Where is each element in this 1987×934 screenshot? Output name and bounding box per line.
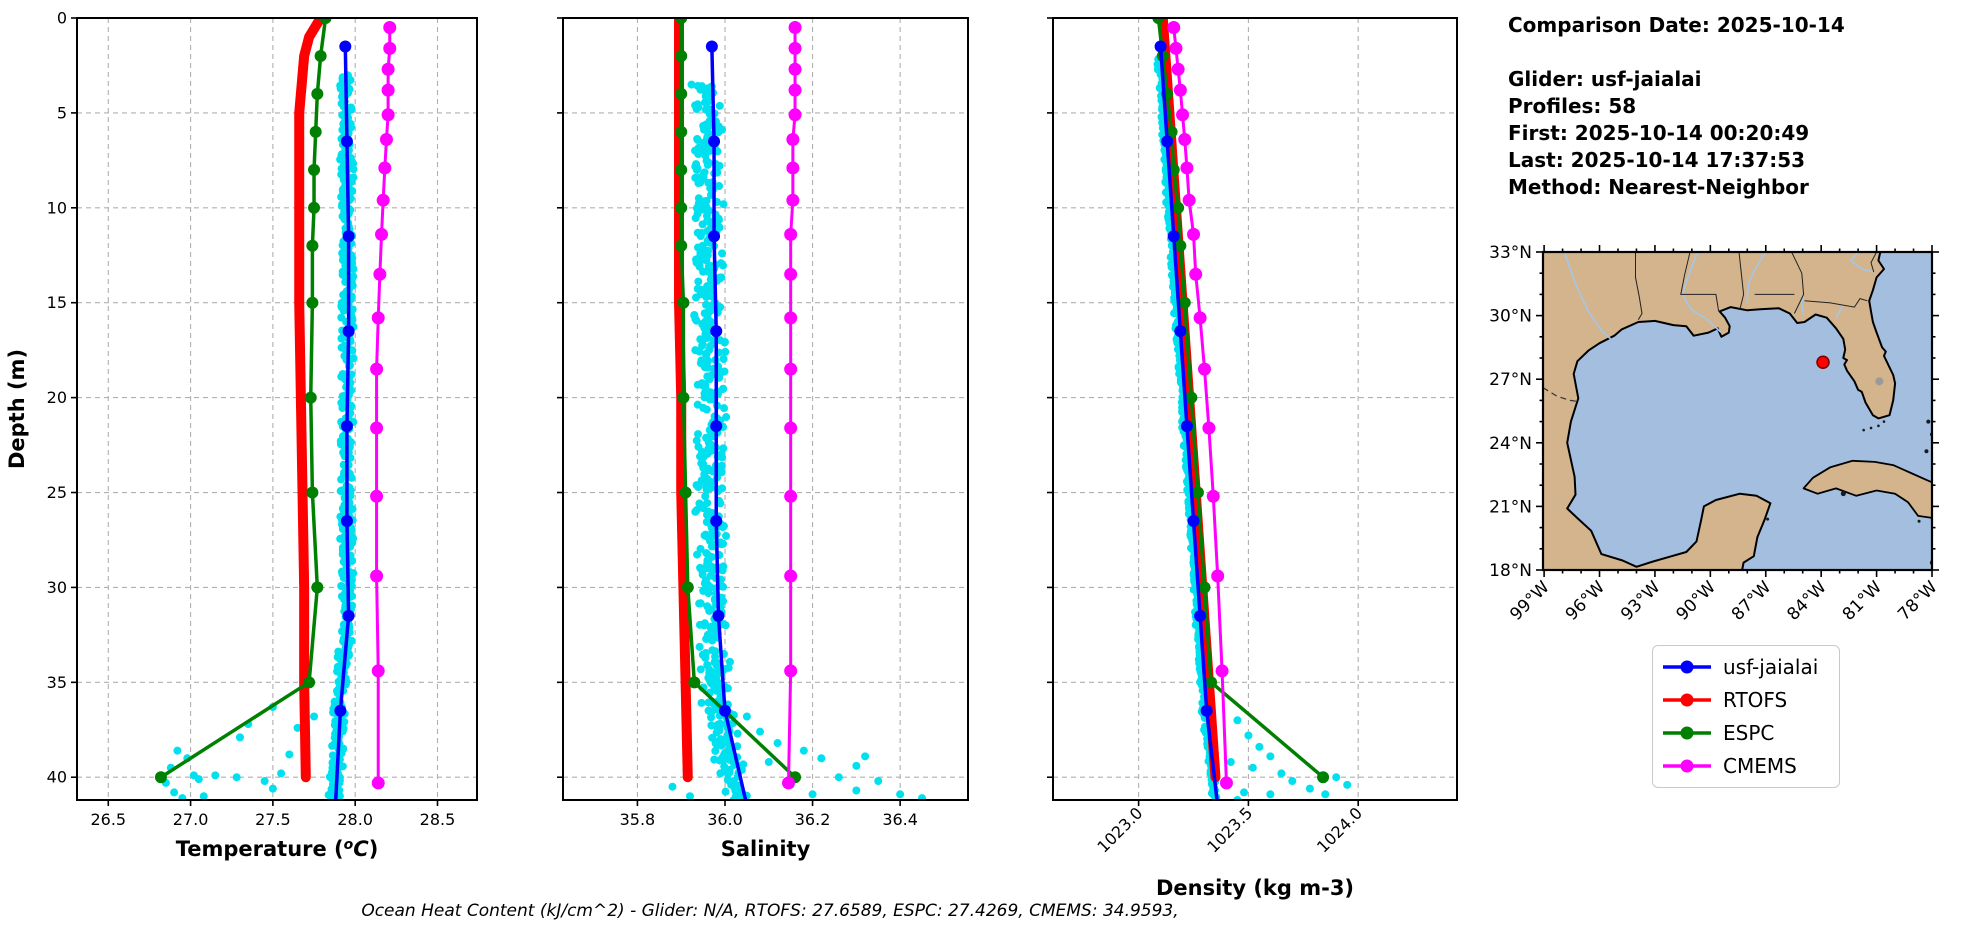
x-tick-label: 27.0 [173, 810, 209, 829]
depth-tick-label: 15 [47, 293, 67, 312]
lake-okeechobee [1875, 377, 1884, 386]
gulf-map: 33°N 30°N 27°N 24°N 21°N 18°N99°W 96°W 93°W 90°W… [1489, 243, 1942, 625]
map-lat-label: 33°N [1489, 243, 1532, 263]
legend-line-sample [1663, 660, 1711, 674]
y-axis-label: Depth (m) [5, 349, 29, 469]
legend: usf-jaialai RTOFS ESPC CMEMS [1652, 645, 1840, 788]
x-tick-label: 28.0 [337, 810, 373, 829]
x-tick-label: 36.4 [882, 810, 918, 829]
series-usf-jaialai [705, 40, 749, 800]
x-tick-label: 35.8 [620, 810, 656, 829]
x-axis-label: Density (kg m-3) [1156, 876, 1354, 900]
depth-tick-label: 20 [47, 388, 67, 407]
x-tick-label: 28.5 [420, 810, 456, 829]
info-line-3: Profiles: 58 [1508, 94, 1637, 118]
map-lon-label: 78°W [1894, 577, 1941, 624]
legend-label: usf-jaialai [1723, 654, 1819, 679]
legend-label: CMEMS [1723, 754, 1797, 779]
series-cmems [370, 20, 397, 790]
panel-salinity: 35.8 36.0 36.2 36.4 Salinity [557, 17, 969, 861]
x-tick-label: 1024.0 [1313, 803, 1366, 856]
info-panel: Comparison Date: 2025-10-14 Glider: usf-j… [1508, 12, 1845, 201]
map-lon-label: 93°W [1617, 577, 1664, 624]
map-lon-label: 84°W [1783, 577, 1830, 624]
info-line-4: First: 2025-10-14 00:20:49 [1508, 121, 1810, 145]
map-lat-label: 24°N [1489, 434, 1532, 454]
panel-density-kg-m: 1023.0 1023.5 1024.0 Density (kg m-3) [1047, 17, 1458, 900]
map-lon-label: 81°W [1839, 577, 1886, 624]
x-tick-label: 36.2 [795, 810, 831, 829]
series-rtofs [294, 18, 326, 783]
map-lat-label: 30°N [1489, 307, 1532, 327]
x-tick-label: 1023.0 [1093, 803, 1146, 856]
x-tick-label: 26.5 [90, 810, 126, 829]
depth-tick-label: 0 [57, 9, 67, 28]
x-tick-label: 27.5 [255, 810, 291, 829]
info-line-5: Last: 2025-10-14 17:37:53 [1508, 148, 1806, 172]
depth-tick-label: 35 [47, 673, 67, 692]
series-espc [675, 18, 802, 784]
series-cmems [1167, 20, 1233, 790]
legend-line-sample [1663, 693, 1711, 707]
info-line-6: Method: Nearest-Neighbor [1508, 175, 1809, 199]
legend-item-rtofs: RTOFS [1661, 685, 1839, 715]
map-lat-label: 27°N [1489, 370, 1532, 390]
legend-item-cmems: CMEMS [1661, 751, 1839, 781]
legend-label: RTOFS [1723, 687, 1788, 712]
map-lon-label: 96°W [1562, 577, 1609, 624]
map-lon-label: 87°W [1728, 577, 1775, 624]
glider-position-marker [1816, 355, 1830, 369]
legend-line-sample [1663, 726, 1711, 740]
glider-raw-temperature [161, 71, 358, 800]
legend-item-usf-jaialai: usf-jaialai [1661, 652, 1839, 682]
x-axis-label: Salinity [721, 837, 811, 861]
info-line-2: Glider: usf-jaialai [1508, 67, 1702, 91]
depth-tick-label: 5 [57, 103, 67, 122]
series-usf-jaialai [1154, 40, 1220, 800]
depth-tick-label: 10 [47, 198, 67, 217]
info-line-1 [1508, 39, 1845, 66]
map-lat-label: 21°N [1489, 497, 1532, 517]
depth-tick-label: 30 [47, 578, 67, 597]
x-tick-label: 1023.5 [1203, 803, 1256, 856]
depth-tick-label: 40 [47, 768, 67, 787]
x-tick-label: 36.0 [707, 810, 743, 829]
depth-tick-label: 25 [47, 483, 67, 502]
map-lon-label: 99°W [1506, 577, 1553, 624]
panel-temperature-c: 26.5 27.0 27.5 28.0 28.5 0 5 10 15 20 25 30 35 40 Temp… [47, 9, 478, 861]
ohc-annotation: Ocean Heat Content (kJ/cm^2) - Glider: N… [361, 901, 1179, 921]
legend-line-sample [1663, 759, 1711, 773]
legend-item-espc: ESPC [1661, 718, 1839, 748]
map-lon-label: 90°W [1673, 577, 1720, 624]
info-line-0: Comparison Date: 2025-10-14 [1508, 13, 1845, 37]
series-usf-jaialai [333, 40, 355, 800]
series-espc [154, 18, 332, 784]
legend-label: ESPC [1723, 721, 1775, 746]
series-cmems [781, 20, 802, 790]
map-lat-label: 18°N [1489, 561, 1532, 581]
x-axis-label: Temperature (oC) [176, 837, 379, 861]
